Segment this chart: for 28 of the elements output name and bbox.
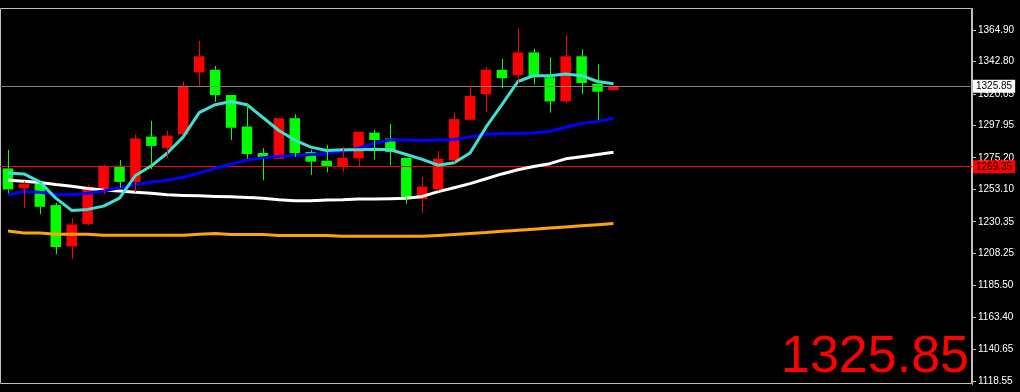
candlestick <box>369 129 380 160</box>
y-tick-label: 1140.65 <box>978 343 1014 355</box>
y-tick-label: 1185.50 <box>978 279 1014 291</box>
candlestick <box>512 27 524 84</box>
candlestick <box>114 159 125 189</box>
candlestick <box>209 65 221 103</box>
y-tick-label: 1230.35 <box>978 215 1015 227</box>
candlestick <box>162 130 173 159</box>
candlestick <box>193 40 205 87</box>
y-tick-label: 1253.10 <box>978 183 1015 195</box>
candlestick <box>560 34 571 104</box>
y-tick-label: 1163.40 <box>978 310 1014 322</box>
candlestick <box>241 103 253 160</box>
candlestick <box>592 63 603 121</box>
candlestick <box>464 84 476 120</box>
candlestick <box>177 80 189 135</box>
candlestick <box>544 56 555 114</box>
y-tick-label: 1342.80 <box>978 55 1015 67</box>
candlestick <box>146 120 157 170</box>
annotation: 1325.85 <box>781 325 969 383</box>
y-tick-label: 1118.55 <box>978 374 1014 386</box>
candlestick <box>496 58 508 89</box>
y-tick-label: 1297.95 <box>978 119 1015 131</box>
y-tick-label: 1275.20 <box>978 151 1015 163</box>
candlestick <box>401 157 412 205</box>
ref-line-label: 1269.35 <box>976 160 1013 172</box>
y-tick-label: 1364.90 <box>978 23 1015 35</box>
y-tick-label: 1208.25 <box>978 247 1015 259</box>
